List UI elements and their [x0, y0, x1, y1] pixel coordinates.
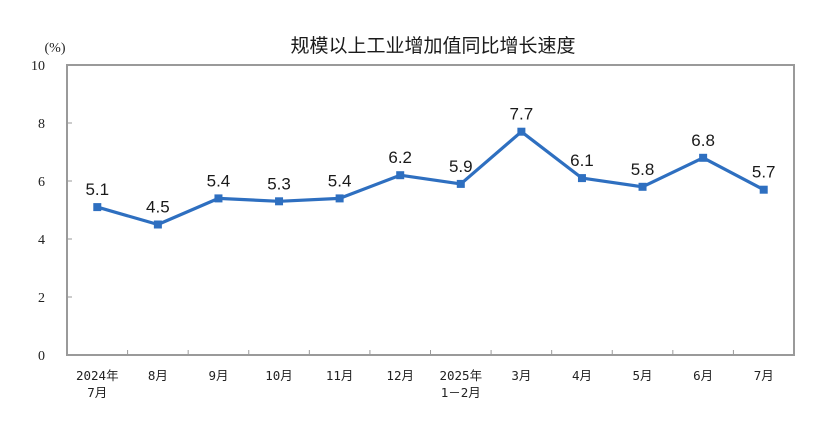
chart-title: 规模以上工业增加值同比增长速度 — [290, 35, 575, 57]
x-tick-label: 3月 — [511, 368, 531, 383]
x-tick-label: 2025年 1－2月 — [439, 368, 482, 400]
data-label: 5.4 — [207, 171, 231, 190]
data-point-marker — [638, 182, 647, 191]
data-point-marker — [335, 194, 344, 203]
data-label: 5.3 — [267, 174, 291, 193]
data-label: 6.2 — [388, 148, 412, 167]
x-tick-label: 4月 — [572, 368, 592, 383]
x-tick-label: 7月 — [754, 368, 774, 383]
data-point-marker — [93, 203, 102, 212]
data-point-marker — [517, 127, 526, 136]
data-label: 5.1 — [85, 180, 109, 199]
y-tick-label: 8 — [38, 117, 45, 132]
data-label: 5.9 — [449, 157, 473, 176]
data-label: 5.8 — [631, 160, 655, 179]
x-tick-label: 12月 — [386, 368, 414, 383]
data-point-marker — [699, 153, 708, 162]
data-point-marker — [275, 197, 284, 206]
x-tick-label: 2024年 7月 — [76, 368, 119, 400]
series-line — [96, 130, 765, 227]
data-label: 7.7 — [510, 105, 534, 124]
data-label: 4.5 — [146, 198, 170, 217]
x-tick-label: 11月 — [326, 368, 354, 383]
y-tick-label: 10 — [31, 59, 45, 74]
plot-frame — [66, 64, 795, 356]
data-point-marker — [759, 185, 768, 194]
data-label: 6.8 — [691, 131, 715, 150]
y-tick-label: 4 — [38, 233, 45, 248]
data-label: 5.4 — [328, 171, 352, 190]
x-axis: 2024年 7月 8月 9月 10月 11月 12月 2025年 1－2月 3月 4月 5月 6月 7月 — [76, 350, 774, 400]
plot-border — [66, 64, 795, 356]
x-tick-label: 10月 — [265, 368, 293, 383]
x-tick-label: 9月 — [208, 368, 228, 383]
data-point-marker — [396, 171, 405, 180]
y-tick-label: 2 — [38, 291, 45, 306]
x-tick-label: 8月 — [148, 368, 168, 383]
data-point-marker — [153, 220, 162, 229]
data-label: 5.7 — [752, 163, 776, 182]
data-series: 5.1 4.5 5.4 5.3 5.4 6.2 5.9 7.7 6.1 5.8 6.8 5.7 — [85, 105, 776, 229]
data-point-marker — [456, 179, 465, 188]
x-tick-label: 6月 — [693, 368, 713, 383]
data-point-marker — [577, 174, 586, 183]
data-point-marker — [214, 194, 223, 203]
x-tick-label: 5月 — [633, 368, 653, 383]
y-axis: 0 2 4 6 8 10 — [31, 59, 72, 364]
y-tick-label: 6 — [38, 175, 45, 190]
y-tick-label: 0 — [38, 349, 45, 364]
data-label: 6.1 — [570, 151, 594, 170]
y-axis-unit-label: (%) — [45, 41, 66, 56]
